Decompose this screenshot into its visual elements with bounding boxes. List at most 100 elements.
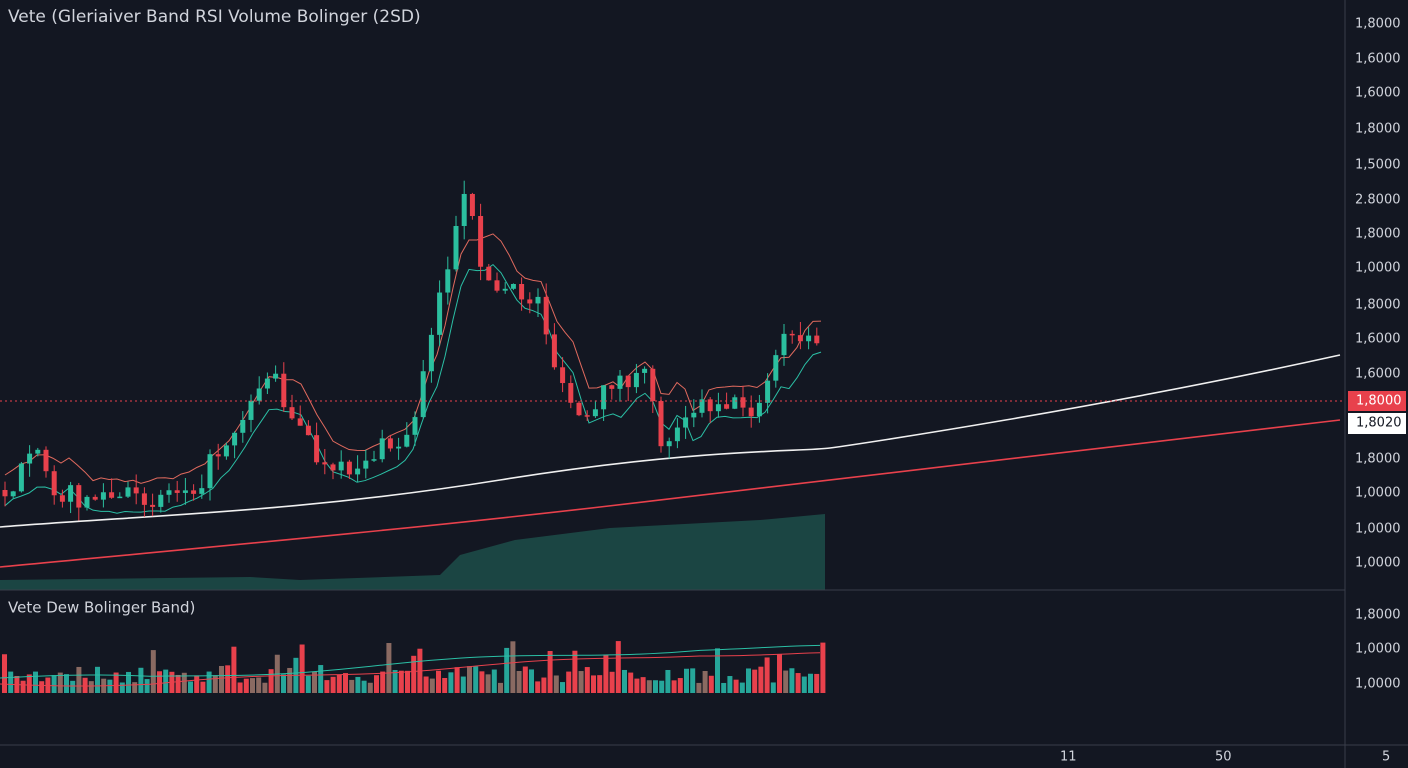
- candle-body: [346, 461, 352, 475]
- volume-bar: [752, 669, 758, 693]
- candle-body: [363, 460, 369, 469]
- volume-bar: [39, 681, 45, 693]
- candle-body: [551, 334, 557, 368]
- candle-body: [109, 492, 115, 498]
- volume-bar: [603, 654, 609, 693]
- time-axis-label: 11: [1060, 750, 1077, 765]
- candle-body: [256, 388, 262, 401]
- candle-body: [502, 288, 508, 291]
- volume-area: [0, 514, 825, 590]
- candle-body: [314, 435, 320, 463]
- volume-bar: [646, 680, 652, 693]
- candle-body: [535, 296, 541, 304]
- volume-bar: [268, 669, 274, 693]
- candle-body: [264, 378, 270, 389]
- volume-bar: [541, 677, 547, 693]
- moving-average-white: [0, 354, 1341, 528]
- volume-bar: [814, 673, 820, 693]
- candle-body: [658, 401, 664, 447]
- volume-bar: [789, 668, 795, 693]
- candle-body: [592, 409, 598, 417]
- volume-bar: [107, 679, 113, 693]
- chart-title: Vete (Gleriaiver Band RSI Volume Bolinge…: [8, 7, 421, 27]
- volume-bar: [733, 679, 739, 693]
- volume-bar: [70, 680, 76, 693]
- price-axis-label: 1,6000: [1355, 86, 1401, 101]
- volume-bar: [504, 647, 510, 693]
- volume-bar: [609, 671, 615, 693]
- candle-body: [59, 495, 65, 502]
- volume-bar: [764, 657, 770, 693]
- volume-bar: [405, 670, 410, 693]
- candle-body: [305, 425, 311, 436]
- volume-bar: [219, 665, 224, 693]
- volume-bar: [113, 672, 119, 693]
- volume-bar: [181, 672, 187, 693]
- volume-bar: [343, 673, 348, 693]
- candle-body: [806, 335, 812, 342]
- volume-bar: [57, 672, 63, 693]
- price-axis-label: 1,8000: [1355, 17, 1401, 32]
- candle-body: [199, 488, 205, 494]
- volume-bar: [138, 667, 144, 693]
- price-tag-white: [1348, 413, 1406, 434]
- candle-body: [330, 464, 336, 471]
- candle-body: [396, 446, 402, 449]
- candle-body: [461, 193, 467, 226]
- volume-bar: [591, 675, 596, 693]
- volume-bar: [398, 670, 404, 693]
- candle-body: [223, 445, 229, 457]
- candle-body: [92, 496, 98, 500]
- volume-bar: [560, 682, 565, 693]
- candle-body: [527, 299, 533, 304]
- candle-body: [650, 368, 656, 402]
- candle-body: [748, 407, 754, 417]
- candle-body: [724, 404, 730, 409]
- volume-bar: [684, 668, 689, 693]
- volume-bar: [529, 669, 534, 693]
- volume-bar: [516, 670, 522, 693]
- candle-body: [404, 434, 410, 447]
- volume-bar: [2, 654, 7, 693]
- candle-body: [273, 373, 279, 379]
- price-axis-label: 1,8000: [1355, 227, 1401, 242]
- candle-body: [781, 333, 787, 356]
- time-axis-label: 50: [1215, 750, 1232, 765]
- volume-bar: [225, 665, 231, 693]
- price-axis-label: 2.8000: [1355, 193, 1401, 208]
- candle-body: [642, 368, 648, 373]
- candle-body: [445, 269, 451, 293]
- candle-body: [797, 335, 803, 342]
- candle-body: [174, 490, 180, 493]
- candle-body: [789, 333, 795, 336]
- volume-bar: [95, 666, 100, 693]
- candle-body: [691, 412, 697, 418]
- candle-body: [437, 292, 443, 335]
- candle-body: [601, 385, 607, 410]
- candle-body: [2, 490, 8, 497]
- candle-body: [27, 453, 33, 464]
- candle-body: [609, 385, 615, 389]
- candle-body: [560, 367, 566, 384]
- volume-bar: [653, 680, 658, 693]
- candle-body: [625, 375, 631, 388]
- candle-body: [814, 335, 820, 344]
- candle-body: [715, 404, 721, 412]
- volume-bar: [634, 678, 640, 693]
- volume-bar: [194, 675, 200, 693]
- candle-body: [84, 496, 90, 508]
- candle-body: [510, 283, 516, 289]
- candle-body: [732, 397, 738, 409]
- volume-bar: [690, 668, 696, 693]
- volume-bar: [442, 678, 448, 693]
- time-axis-label: 5: [1382, 750, 1390, 765]
- candle-body: [428, 334, 434, 372]
- volume-bar: [305, 675, 311, 693]
- volume-bar: [188, 681, 193, 693]
- volume-bar: [671, 680, 677, 693]
- volume-bar: [411, 655, 417, 693]
- candle-body: [494, 280, 500, 291]
- volume-bar: [212, 675, 218, 693]
- candle-body: [68, 485, 74, 502]
- price-tag-white-label: 1,8020: [1356, 416, 1402, 431]
